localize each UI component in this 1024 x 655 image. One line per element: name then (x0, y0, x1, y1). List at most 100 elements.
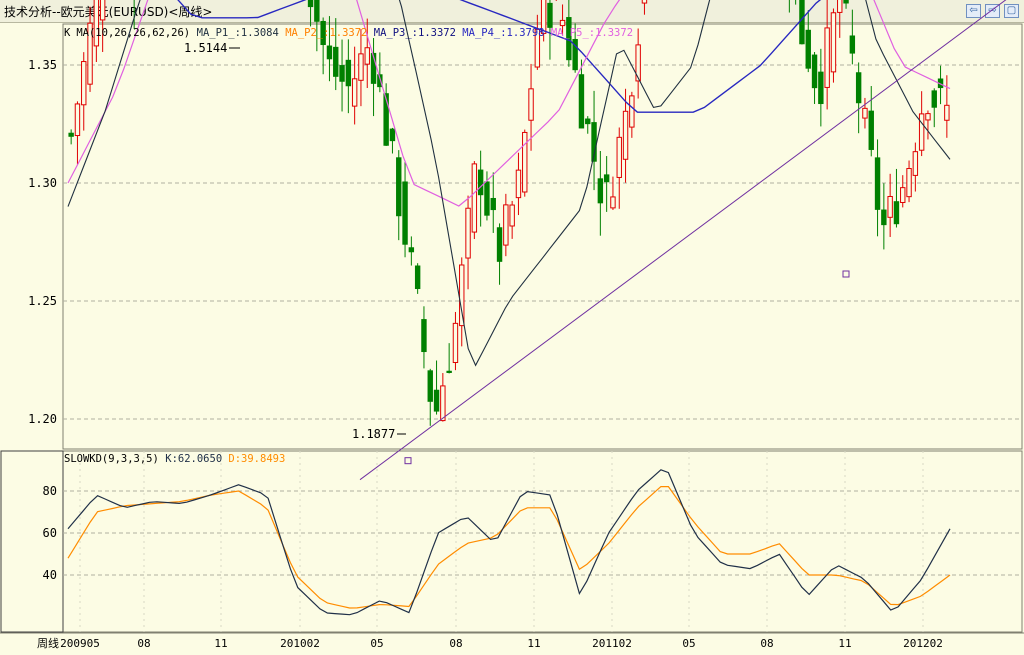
candle-up (440, 385, 446, 422)
price-panel-frame (62, 23, 1023, 450)
candle-up (99, 0, 106, 21)
candle-up (534, 28, 541, 68)
candle-up (900, 187, 906, 203)
high-annotation: 1.5144 (184, 41, 227, 55)
candle-down (811, 54, 818, 89)
price-legend-item-5: MA_P4_:1.3798 (462, 27, 544, 39)
time-tick-label: 11 (527, 637, 540, 650)
trendline-anchor-low (404, 457, 412, 465)
candle-up (830, 12, 837, 73)
candle-down (370, 52, 377, 84)
candle-down (893, 201, 900, 225)
candle-up (87, 22, 93, 85)
candle-up (503, 204, 509, 246)
candle-down (805, 29, 811, 69)
ma-p5-line (67, 0, 951, 207)
candle-down (603, 174, 610, 183)
window-title: 技术分析--欧元美元(EURUSD)<周线> (4, 5, 213, 19)
time-tick-label: 11 (838, 637, 851, 650)
candle-up (635, 44, 641, 82)
candle-up (824, 27, 830, 88)
candle-down (421, 319, 427, 353)
candle-down (389, 128, 396, 142)
candle-down (931, 90, 937, 108)
kd-d-line (67, 486, 951, 609)
candle-up (912, 151, 919, 176)
ma-p1-line (67, 0, 951, 367)
kd-tick-label: 60 (43, 526, 57, 540)
time-tick-label: 05 (370, 637, 383, 650)
candle-down (396, 157, 402, 217)
candle-down (547, 2, 553, 28)
kd-tick-label: 40 (43, 568, 57, 582)
time-tick-label: 08 (449, 637, 462, 650)
candle-down (597, 178, 604, 204)
candle-up (641, 0, 648, 4)
candle-up (559, 19, 566, 27)
price-legend-item-1: MA(10,26,26,62,26) (76, 27, 190, 39)
candle-up (862, 107, 868, 119)
candle-up (358, 53, 364, 81)
candle-down (572, 38, 578, 71)
time-tick-label: 201202 (903, 637, 943, 650)
kd-legend-item-1: K:62.0650 (165, 453, 222, 465)
candle-up (522, 131, 528, 193)
kd-k-line (67, 469, 951, 616)
price-legend-item-3: MA_P2_:1.3372 (285, 27, 367, 39)
restore-icon[interactable]: ▢ (1004, 4, 1019, 18)
candle-down (68, 132, 74, 137)
candle-down (881, 209, 887, 226)
price-tick-label: 1.30 (28, 176, 57, 190)
candle-up (925, 113, 931, 121)
price-tick-label: 1.35 (28, 58, 57, 72)
candle-down (433, 389, 440, 412)
candle-down (320, 20, 326, 46)
candle-down (307, 0, 314, 8)
candle-up (515, 169, 522, 199)
trendline-anchor-mid (842, 270, 850, 278)
ma-p4-line (177, 0, 822, 113)
candle-up (452, 322, 459, 364)
kd-axis-box (0, 450, 64, 633)
candle-down (402, 181, 408, 245)
candle-down (333, 46, 339, 77)
price-legend-item-2: MA_P1_:1.3084 (197, 27, 279, 39)
candle-down (799, 0, 805, 45)
price-tick-label: 1.20 (28, 412, 57, 426)
time-tick-label: 05 (682, 637, 695, 650)
candle-down (585, 118, 591, 125)
candle-up (944, 104, 950, 121)
candle-up (465, 207, 471, 259)
candle-down (566, 17, 572, 61)
price-legend-item-4: MA_P3_:1.3372 (374, 27, 456, 39)
candle-down (408, 247, 415, 253)
candle-down (345, 59, 352, 87)
candle-up (540, 0, 547, 34)
time-tick-label: 201102 (592, 637, 632, 650)
low-annotation: 1.1877 (352, 427, 395, 441)
candle-up (918, 113, 925, 151)
time-tick-label: 周线 (37, 636, 59, 650)
time-tick-label: 08 (137, 637, 150, 650)
candle-down (849, 35, 856, 54)
candle-down (339, 65, 345, 82)
candle-down (383, 93, 389, 146)
kd-panel-frame (62, 450, 1023, 633)
candle-down (843, 0, 849, 4)
candle-down (446, 370, 452, 373)
trendline (359, 0, 1007, 481)
candle-down (427, 370, 433, 402)
candle-up (837, 0, 843, 13)
candle-down (326, 45, 333, 60)
candle-down (314, 0, 320, 22)
time-tick-label: 11 (214, 637, 227, 650)
time-tick-label: 08 (760, 637, 773, 650)
candle-down (377, 74, 383, 88)
candle-up (93, 0, 100, 47)
candle-up (906, 168, 912, 198)
candle-down (414, 265, 421, 290)
scroll-left-icon[interactable]: ⇦ (966, 4, 981, 18)
candle-up (364, 47, 370, 65)
candle-down (591, 122, 597, 162)
